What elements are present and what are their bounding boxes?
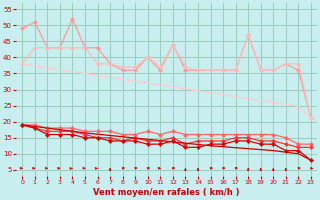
X-axis label: Vent moyen/en rafales ( km/h ): Vent moyen/en rafales ( km/h ) <box>93 188 240 197</box>
